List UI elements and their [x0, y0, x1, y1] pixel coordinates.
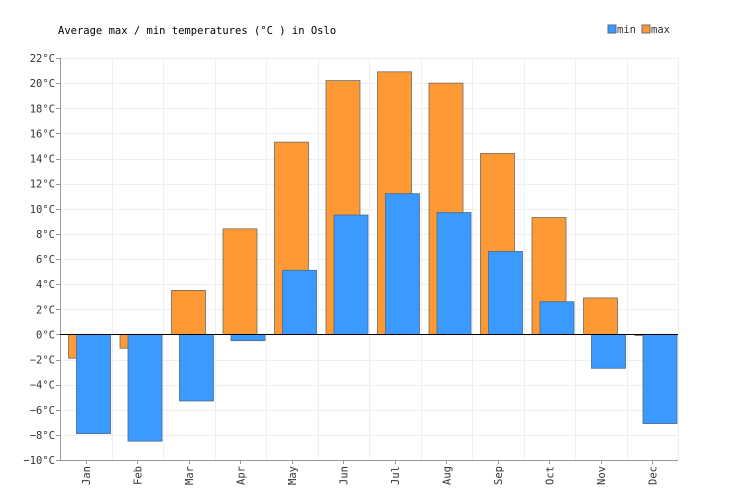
x-tick-label: May: [287, 466, 299, 485]
legend-label-min: min: [617, 24, 636, 36]
x-tick-label: Aug: [441, 466, 453, 485]
bar-min-jan: [76, 333, 111, 435]
x-tick-label: Nov: [596, 466, 608, 485]
x-tick-label: Jul: [390, 466, 402, 485]
y-tick-label: 10°C: [30, 204, 55, 216]
max-series: [68, 71, 670, 359]
min-series: [76, 193, 678, 442]
bar-min-sep: [488, 251, 523, 335]
bar-min-feb: [127, 333, 163, 442]
legend: min max: [607, 24, 670, 36]
bar-max-mar: [171, 290, 206, 335]
y-tick-label: −2°C: [30, 355, 55, 367]
y-tick-label: −10°C: [23, 455, 55, 467]
bar-min-oct: [539, 301, 575, 335]
y-tick-label: 6°C: [36, 254, 55, 266]
y-tick-label: 20°C: [30, 78, 55, 90]
x-axis-ticks: Jan Feb Mar Apr May Jun Jul Aug Sep Oct Nov Dec: [81, 460, 659, 485]
y-tick-label: −4°C: [30, 380, 55, 392]
x-tick-label: Feb: [132, 466, 144, 485]
y-tick-label: 22°C: [30, 53, 55, 65]
bar-min-may: [282, 269, 317, 335]
bar-min-nov: [591, 333, 626, 369]
x-tick-label: Apr: [235, 466, 247, 485]
legend-swatch-max: [641, 24, 651, 34]
x-tick-label: Sep: [493, 466, 505, 485]
y-tick-label: 18°C: [30, 103, 55, 115]
y-tick-label: 16°C: [30, 128, 55, 140]
bar-min-jul: [385, 193, 420, 335]
y-tick-label: 14°C: [30, 154, 55, 166]
x-tick-label: Mar: [184, 466, 196, 485]
y-tick-label: 0°C: [36, 329, 55, 341]
bar-max-nov: [583, 297, 618, 335]
bar-min-mar: [179, 333, 214, 402]
bar-max-apr: [222, 228, 258, 335]
bar-min-jun: [333, 214, 369, 335]
legend-label-max: max: [651, 24, 670, 36]
y-tick-label: 2°C: [36, 304, 55, 316]
y-tick-label: −6°C: [30, 405, 55, 417]
bar-min-dec: [642, 333, 678, 424]
legend-swatch-min: [607, 24, 617, 34]
bar-min-aug: [436, 212, 472, 335]
x-tick-label: Dec: [647, 466, 659, 485]
y-tick-label: −8°C: [30, 430, 55, 442]
y-tick-label: 8°C: [36, 229, 55, 241]
axes: [60, 58, 678, 461]
y-tick-label: 4°C: [36, 279, 55, 291]
x-tick-label: Jun: [338, 466, 350, 485]
bar-min-apr: [230, 333, 266, 342]
chart-title: Average max / min temperatures (°C ) in …: [58, 25, 336, 37]
x-tick-label: Oct: [544, 466, 556, 485]
y-axis-ticks: 22°C 20°C 18°C 16°C 14°C 12°C 10°C 8°C 6°C 4°C 2°C…: [23, 53, 60, 467]
x-tick-label: Jan: [81, 466, 93, 485]
y-tick-label: 12°C: [30, 179, 55, 191]
